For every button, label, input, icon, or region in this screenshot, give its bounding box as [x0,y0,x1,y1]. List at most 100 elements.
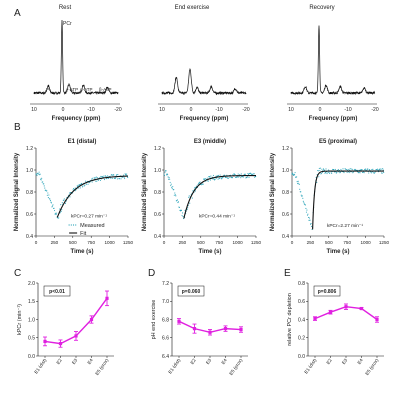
measured-point [292,173,294,175]
data-point [223,327,228,331]
measured-point [84,184,86,186]
measured-point [336,171,338,173]
measured-point [166,174,168,176]
measured-point [234,174,236,176]
measured-point [319,167,321,169]
measured-point [212,178,214,180]
measured-point [298,182,300,184]
p-value-label: p=0.060 [182,289,201,295]
legend-measured-label: Measured [80,223,104,229]
measured-point [73,188,75,190]
measured-point [46,190,48,192]
measured-point [302,197,304,199]
measured-point [103,179,106,181]
y-axis-label: relative PCr depletion [287,293,293,346]
data-point [43,339,47,343]
x-axis-label: Frequency (ppm) [52,116,101,122]
measured-point [105,176,107,178]
measured-point [174,194,176,196]
y-tick-label: 1.0 [28,317,35,323]
legend-fit-label: Fit [80,231,87,237]
legend-measured-marker [72,224,75,226]
measured-point [354,168,356,170]
measured-point [115,175,117,177]
x-tick-label: E5 (prox) [364,357,379,376]
measured-point [206,177,208,179]
measured-point [227,177,229,179]
x-tick: 10 [288,107,294,113]
measured-point [172,186,174,188]
measured-point [310,223,312,225]
measured-point [307,213,309,215]
measured-point [307,216,310,218]
measured-point [327,171,329,173]
measured-point [382,169,384,171]
x-tick: 0 [319,107,322,113]
measured-point [48,194,50,196]
measured-point [167,176,169,178]
data-point [375,317,379,322]
x-tick-label: 750 [343,240,351,245]
y-tick-label: 6.4 [162,354,169,360]
y-tick-label: 0.6 [26,212,33,218]
measured-point [348,172,350,174]
y-tick-label: 0.6 [282,212,289,218]
p-value-box [43,285,71,297]
measured-point [191,197,193,199]
spectrum-end-exercise: End exercise 10 0 -10 -20 Frequency (ppm… [158,5,250,122]
data-point [208,330,212,334]
measured-point [118,178,121,180]
measured-point [351,169,353,171]
measured-point [320,173,322,175]
measured-point [246,176,249,178]
measured-point [202,183,204,185]
measured-point [83,185,85,187]
measured-point [163,173,165,175]
x-tick-label: E2 [189,357,197,365]
x-tick-label: E4 [86,357,94,365]
measured-point [195,185,198,187]
measured-point [214,179,216,181]
measured-point [365,168,367,170]
measured-point [231,176,234,179]
data-point [239,327,243,332]
y-tick-label: 0.0 [28,354,35,360]
y-axis-label: pH end exercise [151,300,157,340]
measured-point [217,175,219,177]
measured-point [318,176,320,178]
measured-point [41,177,43,179]
y-tick-label: 2.0 [28,281,35,287]
recovery-panel: E3 (middle) 0.4 0.6 0.8 1.0 1.2 0 250 500 750 1000… [142,139,262,255]
measured-point [248,176,250,178]
measured-point [58,217,60,219]
y-tick-label: 0.6 [298,299,305,305]
measured-point [124,178,126,180]
measured-point [79,183,81,186]
measured-point [168,177,170,179]
x-tick: -10 [87,107,94,113]
measured-point [353,168,355,170]
recovery-panel-title: E5 (proximal) [319,139,357,145]
measured-point [169,178,171,180]
measured-point [180,209,183,212]
measured-point [294,174,296,176]
x-tick-label: 0 [163,240,166,245]
measured-point [215,175,217,177]
trend-panels: 0.00.51.01.52.0E1 (dist) E2 E3 E4 E5 (prox)k… [17,281,384,376]
measured-point [253,173,255,175]
recovery-panel: E1 (distal) 0.4 0.6 0.8 1.0 1.2 0 250 500 750 1000… [14,139,134,255]
measured-point [38,173,40,175]
x-tick: 0 [190,107,193,113]
measured-point [99,177,101,179]
measured-point [362,171,364,174]
measured-point [297,183,299,185]
measured-point [300,191,302,193]
fit-line [312,170,384,230]
spectrum-title: Rest [59,5,72,11]
p-value-box [177,285,205,297]
measured-point [377,169,379,171]
peak-label-alpha-atp: α-ATP [80,87,93,92]
measured-point [72,189,74,191]
measured-point [167,174,169,176]
